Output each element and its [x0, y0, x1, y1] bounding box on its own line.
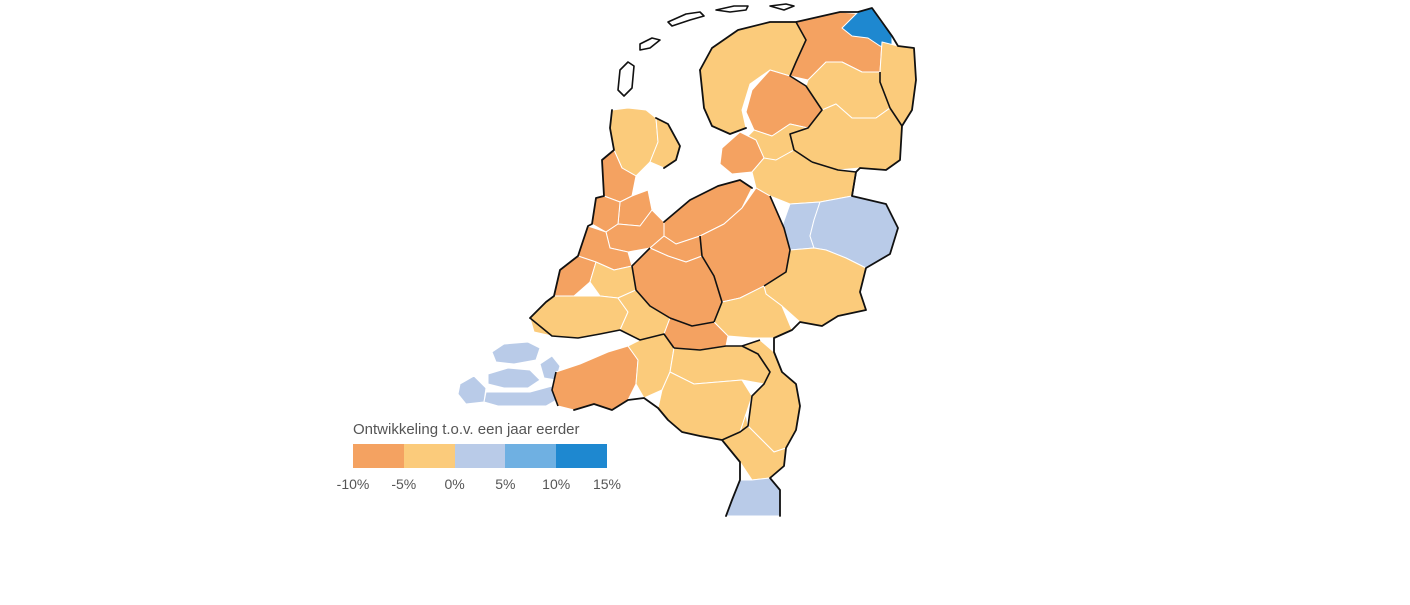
legend-swatch [505, 444, 557, 468]
randstad-regions [529, 107, 729, 351]
legend-tick-label: -10% [336, 476, 370, 492]
legend-tick-label: 5% [495, 476, 516, 492]
island-texel [617, 61, 635, 97]
wadden-islands [617, 3, 795, 97]
island-ameland [715, 5, 749, 13]
zeeland-regions [457, 341, 561, 407]
region-goeree [491, 341, 541, 365]
national-border [529, 7, 917, 517]
island-schiermonnikoog [769, 3, 795, 11]
legend-swatch [556, 444, 607, 468]
region-zuid-beveland [483, 385, 561, 407]
island-terschelling [667, 11, 705, 27]
region-midden-limburg [721, 413, 787, 481]
legend-tick-label: 0% [444, 476, 465, 492]
legend-tick-label: -5% [391, 476, 417, 492]
legend-title: Ontwikkeling t.o.v. een jaar eerder [353, 421, 580, 438]
central-east-regions [663, 131, 899, 339]
region-schouwen [487, 367, 541, 389]
region-walcheren [457, 375, 487, 405]
north-regions [699, 7, 917, 171]
legend-tick-label: 10% [542, 476, 571, 492]
island-vlieland [639, 37, 661, 51]
region-den-haag [553, 255, 597, 297]
legend-swatch [353, 444, 404, 468]
region-west-brabant [551, 345, 639, 411]
legend-tick-labels: -10% -5% 0% 5% 10% 15% [330, 476, 630, 496]
legend-color-bar [353, 444, 607, 468]
legend-swatch [403, 444, 455, 468]
province-borders [529, 21, 903, 441]
legend: Ontwikkeling t.o.v. een jaar eerder -10%… [330, 412, 630, 502]
legend-tick-label: 15% [592, 476, 622, 492]
legend-swatch [454, 444, 506, 468]
